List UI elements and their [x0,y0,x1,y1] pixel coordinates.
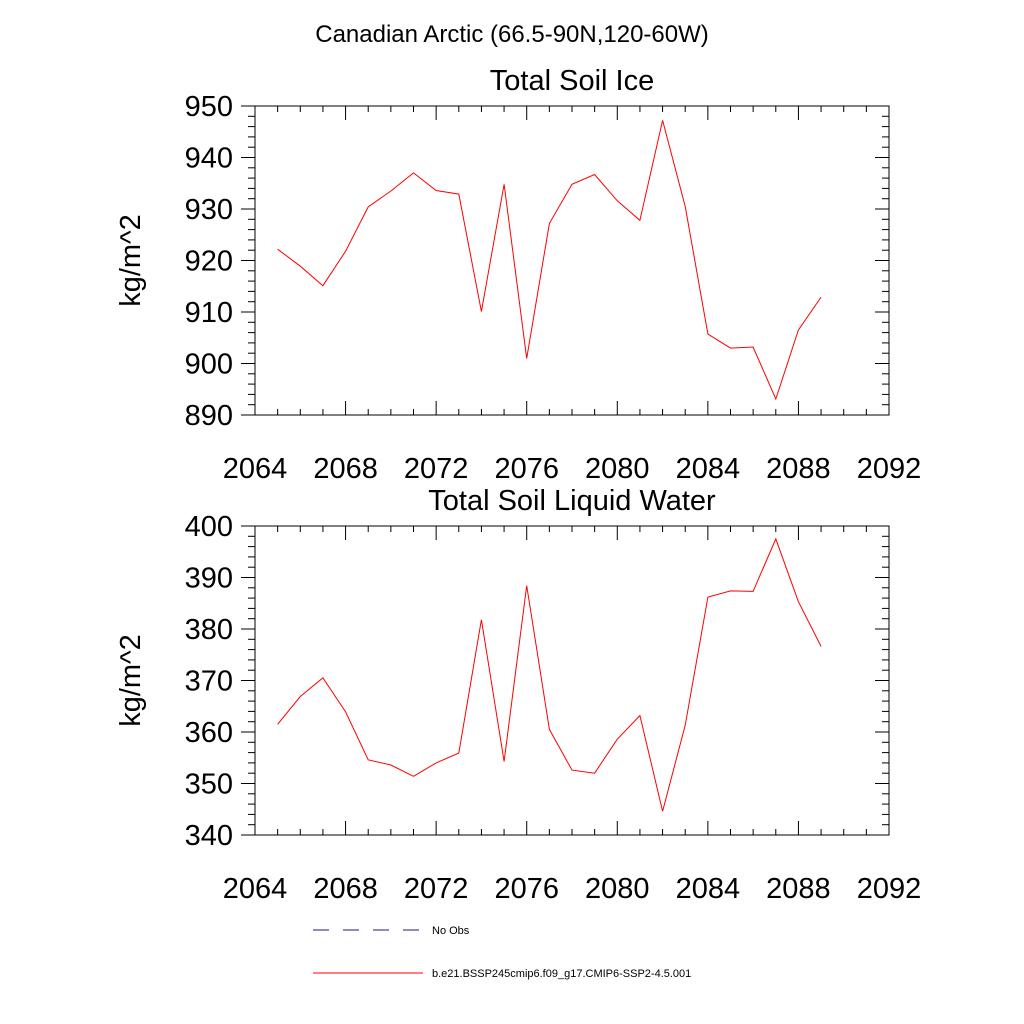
series-line [277,537,822,812]
x-tick-label: 2072 [404,873,469,905]
chart-title: Total Soil Ice [490,65,654,97]
page-title: Canadian Arctic (66.5-90N,120-60W) [315,21,709,48]
y-tick-label: 340 [185,820,233,852]
chart-panel: Total Soil Ice kg/m^2 2064 2068 2072 2076 2080… [115,65,921,485]
plot-frame [254,105,890,416]
x-tick-label: 2080 [585,453,650,485]
plot-frame [254,525,890,836]
legend-label: b.e21.BSSP245cmip6.f09_g17.CMIP6-SSP2-4.… [432,968,691,980]
x-tick-label: 2064 [223,873,288,905]
y-axis-label: kg/m^2 [115,214,147,307]
y-axis-label: kg/m^2 [115,634,147,727]
y-tick-label: 950 [185,91,233,123]
y-tick-label: 940 [185,143,233,175]
x-tick-label: 2072 [404,453,469,485]
y-tick-label: 910 [185,297,233,329]
chart-panels: Total Soil Ice kg/m^2 2064 2068 2072 2076 2080… [115,65,921,905]
y-tick-label: 890 [185,400,233,432]
y-tick-label: 360 [185,717,233,749]
chart-title: Total Soil Liquid Water [428,485,716,517]
legend-label: No Obs [432,925,470,937]
y-tick-label: 380 [185,614,233,646]
y-tick-label: 400 [185,511,233,543]
x-tick-label: 2076 [494,453,559,485]
y-tick-label: 930 [185,194,233,226]
x-tick-label: 2076 [494,873,559,905]
y-tick-label: 390 [185,563,233,595]
x-tick-label: 2092 [857,873,922,905]
x-tick-label: 2068 [313,873,378,905]
x-tick-label: 2088 [766,453,831,485]
x-tick-label: 2092 [857,453,922,485]
x-tick-label: 2080 [585,873,650,905]
series-line [277,120,822,401]
x-tick-label: 2084 [676,453,741,485]
y-tick-label: 370 [185,666,233,698]
x-tick-label: 2064 [223,453,288,485]
legend: No Obs b.e21.BSSP245cmip6.f09_g17.CMIP6-S… [313,925,691,980]
y-tick-label: 350 [185,769,233,801]
x-tick-label: 2088 [766,873,831,905]
y-tick-label: 920 [185,246,233,278]
y-tick-label: 900 [185,349,233,381]
x-tick-label: 2068 [313,453,378,485]
x-tick-label: 2084 [676,873,741,905]
chart-panel: Total Soil Liquid Water kg/m^2 2064 2068 207… [115,485,921,905]
